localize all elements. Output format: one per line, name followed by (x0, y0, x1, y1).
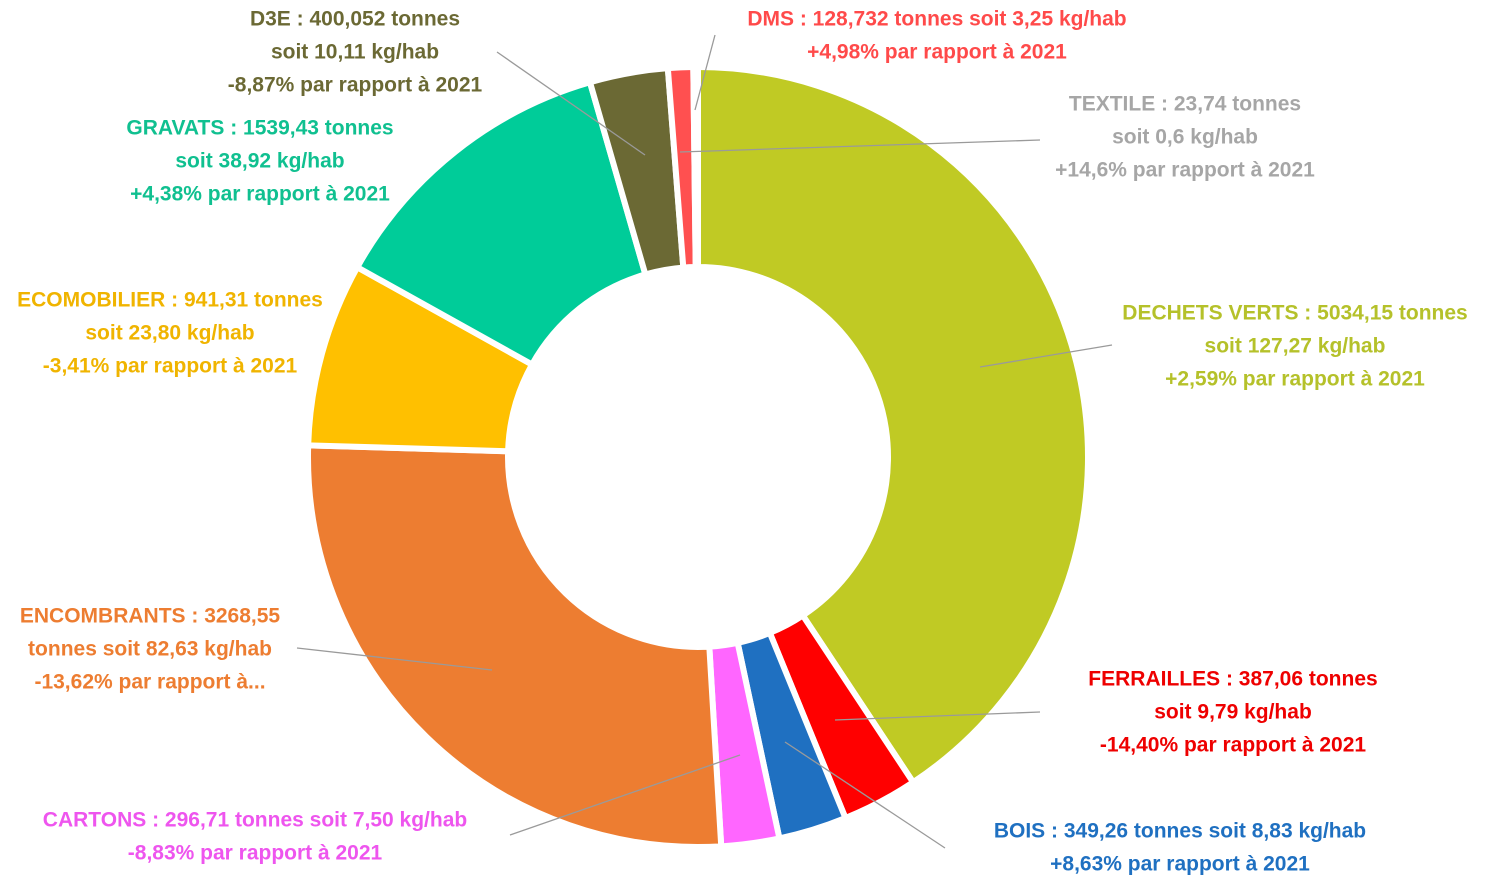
slice-label: -14,40% par rapport à 2021 (1100, 734, 1366, 757)
slice-label: +2,59% par rapport à 2021 (1165, 368, 1425, 391)
slice-label: DMS : 128,732 tonnes soit 3,25 kg/hab (747, 8, 1126, 31)
leader-line (496, 51, 646, 156)
leader-line (834, 711, 1041, 721)
slice-label: TEXTILE : 23,74 tonnes (1069, 93, 1301, 116)
slice-label: +4,38% par rapport à 2021 (130, 183, 390, 206)
slice-label: FERRAILLES : 387,06 tonnes (1088, 668, 1377, 691)
slice-label: +14,6% par rapport à 2021 (1055, 159, 1315, 182)
slice-label: -8,87% par rapport à 2021 (228, 74, 483, 97)
slice-label: +8,63% par rapport à 2021 (1050, 853, 1310, 876)
leader-line (509, 754, 741, 836)
leader-line (296, 647, 493, 671)
slice-label: soit 127,27 kg/hab (1205, 335, 1386, 358)
donut-slice (305, 442, 725, 850)
donut-slice (690, 63, 701, 271)
slice-label: tonnes soit 82,63 kg/hab (28, 638, 272, 661)
slice-label: -13,62% par rapport à... (34, 671, 265, 694)
leader-line (784, 741, 946, 849)
donut-slice (353, 78, 650, 369)
slice-label: -8,83% par rapport à 2021 (128, 842, 383, 865)
slice-label: soit 0,6 kg/hab (1112, 126, 1258, 149)
leader-line (694, 34, 716, 111)
slice-label: -3,41% par rapport à 2021 (43, 355, 298, 378)
slice-label: GRAVATS : 1539,43 tonnes (126, 117, 393, 140)
slice-label: soit 9,79 kg/hab (1154, 701, 1312, 724)
slice-label: +4,98% par rapport à 2021 (807, 41, 1067, 64)
leader-line (679, 139, 1041, 153)
leader-line (979, 344, 1113, 368)
slice-label: DECHETS VERTS : 5034,15 tonnes (1122, 302, 1467, 325)
slice-label: BOIS : 349,26 tonnes soit 8,83 kg/hab (994, 820, 1366, 843)
slice-label: ECOMOBILIER : 941,31 tonnes (17, 289, 323, 312)
slice-label: soit 38,92 kg/hab (175, 150, 344, 173)
donut-slice (695, 63, 1091, 787)
slice-label: soit 23,80 kg/hab (85, 322, 254, 345)
slice-label: D3E : 400,052 tonnes (250, 8, 460, 31)
slice-label: ENCOMBRANTS : 3268,55 (20, 605, 281, 628)
slice-label: CARTONS : 296,71 tonnes soit 7,50 kg/hab (43, 809, 467, 832)
slice-label: soit 10,11 kg/hab (271, 41, 439, 64)
